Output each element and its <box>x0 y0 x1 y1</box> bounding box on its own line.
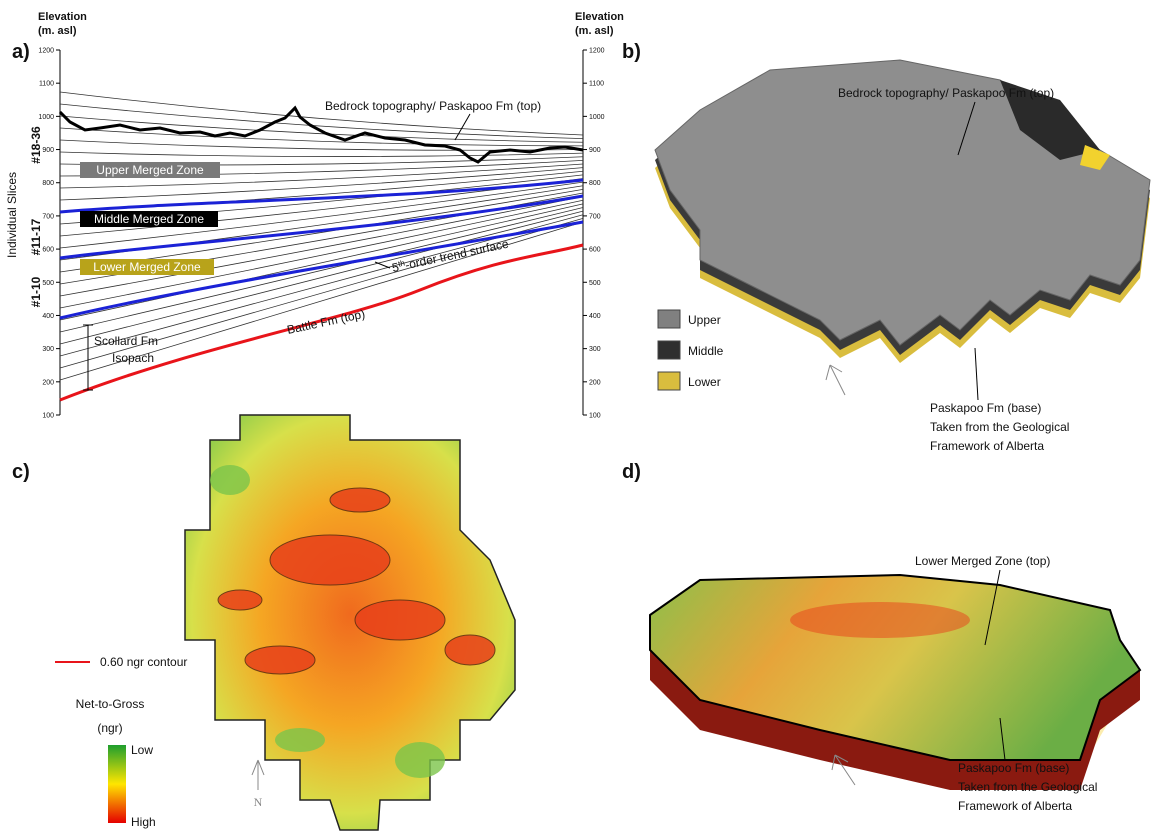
panel-label: b) <box>622 41 641 63</box>
y-tick-label: 900 <box>589 147 601 154</box>
y-tick-label: 500 <box>42 280 54 287</box>
y-tick-label: 300 <box>42 346 54 353</box>
panel-b: b) Bedrock topography/ Paskapoo Fm (top)… <box>622 41 1150 453</box>
contours <box>790 602 970 638</box>
annotation: Paskapoo Fm (base) <box>958 761 1069 775</box>
axis-title: (m. asl) <box>38 25 77 37</box>
annotation: Lower Merged Zone (top) <box>915 554 1050 568</box>
annotation: Scollard Fm <box>94 334 158 348</box>
axis-title: (m. asl) <box>575 25 614 37</box>
annotation: Framework of Alberta <box>930 439 1044 453</box>
slice-group: #11-17 <box>29 218 43 255</box>
y-tick-label: 700 <box>42 213 54 220</box>
panel-label: a) <box>12 41 30 63</box>
annotation: Framework of Alberta <box>958 799 1072 813</box>
annotation: Isopach <box>112 351 154 365</box>
north-label: N <box>254 795 263 809</box>
y-tick-label: 1200 <box>38 48 54 55</box>
y-tick-label: 100 <box>42 413 54 420</box>
annotation: Taken from the Geological <box>930 420 1069 434</box>
leader <box>455 114 470 140</box>
figure: a) Elevation (m. asl) Elevation (m. asl)… <box>0 0 1156 833</box>
y-tick-label: 800 <box>589 180 601 187</box>
y-tick-label: 900 <box>42 147 54 154</box>
legend-swatch <box>658 341 680 359</box>
zone-label: Middle Merged Zone <box>94 212 204 226</box>
annotation: Bedrock topography/ Paskapoo Fm (top) <box>838 86 1054 100</box>
legend-swatch <box>658 310 680 328</box>
y-tick-label: 200 <box>42 379 54 386</box>
panel-label: d) <box>622 461 641 483</box>
slice-group: #1-10 <box>29 276 43 307</box>
zone-label: Upper Merged Zone <box>96 163 204 177</box>
y-tick-label: 500 <box>589 280 601 287</box>
legend-label: Lower <box>688 375 721 389</box>
slice-group: #18-36 <box>29 126 43 164</box>
colorbar-label: Low <box>131 743 153 757</box>
y-tick-label: 600 <box>589 247 601 254</box>
panel-c: c) 0.60 ngr contour Net-to-Gross (ngr) L… <box>12 415 515 830</box>
y-tick-label: 400 <box>589 313 601 320</box>
y-tick-label: 1100 <box>589 81 604 88</box>
zone-label: Lower Merged Zone <box>93 260 201 274</box>
y-tick-label: 1000 <box>38 114 54 121</box>
panel-d: d) Lower Merged Zone (top) Paskapoo Fm (… <box>622 461 1140 813</box>
north-arrow <box>826 365 845 395</box>
north-arrow <box>252 760 264 790</box>
legend-swatch <box>658 372 680 390</box>
legend-label: Upper <box>688 313 721 327</box>
legend-title: Net-to-Gross <box>76 697 145 711</box>
annotation: Bedrock topography/ Paskapoo Fm (top) <box>325 99 541 113</box>
panel-label: c) <box>12 461 30 483</box>
y-tick-label: 700 <box>589 213 601 220</box>
legend-label: Middle <box>688 344 724 358</box>
y-tick-label: 400 <box>42 313 54 320</box>
y-tick-label: 300 <box>589 346 601 353</box>
slice-line <box>60 152 583 157</box>
annotation: Battle Fm (top) <box>286 307 367 337</box>
side-title: Individual Slices <box>5 172 19 258</box>
legend-title: (ngr) <box>97 721 122 735</box>
legend-label: 0.60 ngr contour <box>100 655 187 669</box>
y-tick-label: 1200 <box>589 48 605 55</box>
colorbar-label: High <box>131 815 156 829</box>
y-tick-label: 1000 <box>589 114 605 121</box>
y-tick-label: 100 <box>589 413 601 420</box>
y-tick-label: 800 <box>42 180 54 187</box>
y-tick-label: 600 <box>42 247 54 254</box>
annotation-part: -order trend surface <box>404 236 510 272</box>
axis-title: Elevation <box>38 11 87 23</box>
leader <box>375 262 390 268</box>
leader <box>975 348 978 400</box>
panel-a: a) Elevation (m. asl) Elevation (m. asl)… <box>5 11 624 420</box>
annotation: Taken from the Geological <box>958 780 1097 794</box>
y-tick-label: 1100 <box>39 81 54 88</box>
y-tick-label: 200 <box>589 379 601 386</box>
annotation: Paskapoo Fm (base) <box>930 401 1041 415</box>
axis-title: Elevation <box>575 11 624 23</box>
colorbar <box>108 745 126 823</box>
